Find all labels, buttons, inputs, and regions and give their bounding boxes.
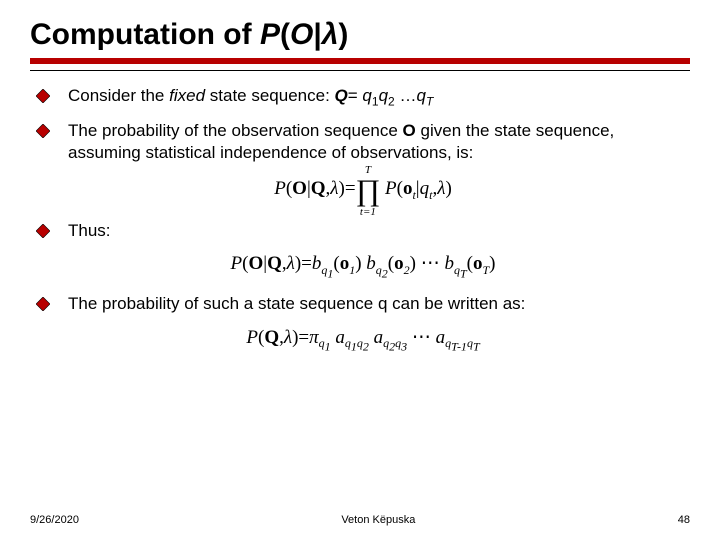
diamond-icon [36,297,50,311]
list-item: The probability of the observation seque… [36,120,690,164]
content-area: Consider the fixed state sequence: Q= q1… [30,85,690,355]
title-paren: ( [280,18,290,51]
bullet-text-2: The probability of the observation seque… [68,120,690,164]
title-close: ) [338,18,348,51]
list-item: Thus: [36,220,690,242]
footer-page: 48 [678,514,690,526]
bullet-text-3: Thus: [68,220,111,242]
title-O: O [290,18,313,51]
footer-date: 9/26/2020 [30,514,79,526]
bullet-text-1: Consider the fixed state sequence: Q= q1… [68,85,433,110]
title-prefix: Computation of [30,18,260,51]
formula-1: P(O|Q,λ)=∏Tt=1 P(ot|qt,λ) [36,174,690,208]
accent-bar [30,58,690,64]
diamond-icon [36,89,50,103]
footer: 9/26/2020 Veton Këpuska 48 [30,514,690,526]
list-item: The probability of such a state sequence… [36,293,690,315]
diamond-icon [36,124,50,138]
title-lambda: λ [322,18,339,51]
formula-3: P(Q,λ)=πq1 aq1q2 aq2q3 ⋯ aqT-1qT [36,326,690,355]
formula-2: P(O|Q,λ)=bq1(o1) bq2(o2) ⋯ bqT(oT) [36,252,690,281]
bullet-text-4: The probability of such a state sequence… [68,293,525,315]
divider-line [30,70,690,71]
diamond-icon [36,224,50,238]
list-item: Consider the fixed state sequence: Q= q1… [36,85,690,110]
footer-author: Veton Këpuska [341,514,415,526]
title-bar: | [313,18,321,51]
title-formula: P [260,18,280,51]
slide-title: Computation of P(O|λ) [30,18,690,52]
